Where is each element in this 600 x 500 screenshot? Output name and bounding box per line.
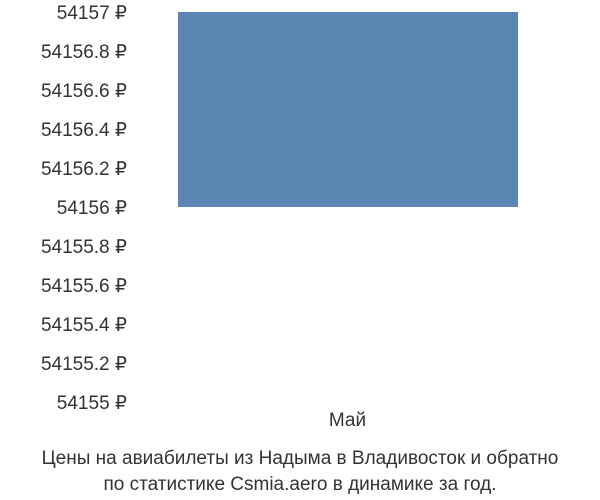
y-tick-label: 54155.6 ₽ xyxy=(41,275,127,298)
y-tick-label: 54155.2 ₽ xyxy=(41,353,127,376)
y-tick-label: 54155.8 ₽ xyxy=(41,236,127,259)
y-tick-label: 54156 ₽ xyxy=(57,197,127,220)
y-tick-label: 54156.6 ₽ xyxy=(41,80,127,103)
bar xyxy=(178,12,518,207)
chart-caption: Цены на авиабилеты из Надыма в Владивост… xyxy=(0,446,600,497)
y-tick-label: 54156.8 ₽ xyxy=(41,41,127,64)
y-tick-label: 54155.4 ₽ xyxy=(41,314,127,337)
y-tick-label: 54157 ₽ xyxy=(57,2,127,25)
y-tick-label: 54155 ₽ xyxy=(57,392,127,415)
y-tick-label: 54156.2 ₽ xyxy=(41,158,127,181)
y-tick-label: 54156.4 ₽ xyxy=(41,119,127,142)
x-tick-label: Май xyxy=(248,410,448,432)
caption-line-2: по статистике Csmia.aero в динамике за г… xyxy=(0,472,600,498)
chart-container: 54157 ₽ 54156.8 ₽ 54156.6 ₽ 54156.4 ₽ 54156.… xyxy=(0,0,600,500)
caption-line-1: Цены на авиабилеты из Надыма в Владивост… xyxy=(0,446,600,472)
